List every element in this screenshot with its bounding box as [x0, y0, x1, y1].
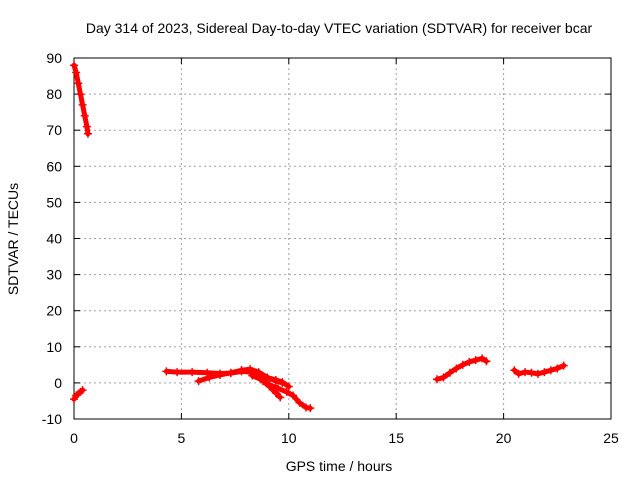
series-arc-midday-d	[237, 365, 287, 387]
x-axis-label: GPS time / hours	[286, 458, 393, 474]
data-point	[514, 369, 523, 378]
data-point	[205, 373, 214, 382]
data-point	[80, 111, 89, 120]
series-arc-early-low	[70, 386, 87, 404]
y-tick-label: 40	[46, 231, 62, 247]
data-point	[74, 79, 83, 88]
y-tick-label: 70	[46, 122, 62, 138]
series-line	[434, 355, 489, 382]
data-point	[271, 389, 280, 398]
data-point	[70, 61, 78, 70]
data-point	[527, 368, 536, 377]
series-arc-early-high	[70, 61, 92, 138]
axis-ticks: 0 5 10 15 20 25 -10 0 10 20 30 40 50 60 70 80 90	[42, 50, 619, 446]
x-tick-label: 0	[70, 430, 78, 446]
data-point	[246, 365, 255, 374]
data-point	[553, 364, 562, 373]
data-point	[282, 387, 291, 396]
y-tick-label: 20	[46, 303, 62, 319]
data-point	[256, 375, 265, 384]
series-arc-evening	[433, 354, 491, 384]
data-point	[478, 354, 487, 363]
data-point	[216, 370, 225, 379]
data-point	[263, 373, 272, 382]
data-point	[162, 367, 171, 376]
grid	[74, 58, 611, 419]
data-point	[471, 356, 480, 365]
data-point	[78, 100, 87, 109]
data-point	[188, 368, 197, 377]
data-point	[226, 368, 235, 377]
y-tick-label: 80	[46, 86, 62, 102]
y-tick-label: 30	[46, 267, 62, 283]
data-point	[82, 122, 91, 131]
data-point	[274, 384, 283, 393]
data-point	[278, 378, 287, 387]
data-point	[439, 373, 448, 382]
data-point	[173, 368, 182, 377]
data-point	[306, 404, 315, 413]
chart-title: Day 314 of 2023, Sidereal Day-to-day VTE…	[86, 20, 593, 36]
y-tick-label: -10	[42, 411, 62, 427]
y-tick-label: 60	[46, 158, 62, 174]
x-tick-label: 15	[388, 430, 404, 446]
data-point	[546, 366, 555, 375]
data-point	[540, 368, 549, 377]
series-arc-midday-c	[248, 371, 315, 413]
data-point	[203, 368, 212, 377]
x-tick-label: 10	[281, 430, 297, 446]
data-point	[482, 357, 491, 366]
x-tick-label: 25	[603, 430, 619, 446]
data-point	[194, 377, 203, 386]
y-axis-label: SDTVAR / TECUs	[5, 183, 21, 295]
y-tick-label: 90	[46, 50, 62, 66]
data-series	[70, 61, 568, 413]
data-point	[276, 393, 285, 402]
data-point	[510, 366, 519, 375]
y-tick-label: 0	[54, 375, 62, 391]
data-point	[458, 360, 467, 369]
data-point	[289, 391, 298, 400]
data-point	[284, 382, 293, 391]
data-point	[237, 366, 246, 375]
data-point	[76, 90, 85, 99]
data-point	[433, 375, 442, 384]
x-tick-label: 20	[496, 430, 512, 446]
data-point	[465, 357, 474, 366]
y-tick-label: 50	[46, 194, 62, 210]
data-point	[271, 377, 280, 386]
data-point	[265, 380, 274, 389]
y-tick-label: 10	[46, 339, 62, 355]
data-point	[78, 386, 87, 395]
data-point	[248, 371, 257, 380]
data-point	[445, 368, 454, 377]
data-point	[295, 398, 304, 407]
data-point	[452, 364, 461, 373]
x-tick-label: 5	[178, 430, 186, 446]
data-point	[533, 369, 542, 378]
data-point	[83, 129, 92, 138]
data-point	[254, 368, 263, 377]
data-point	[72, 68, 81, 77]
series-arc-night	[510, 361, 568, 378]
data-point	[559, 361, 568, 370]
